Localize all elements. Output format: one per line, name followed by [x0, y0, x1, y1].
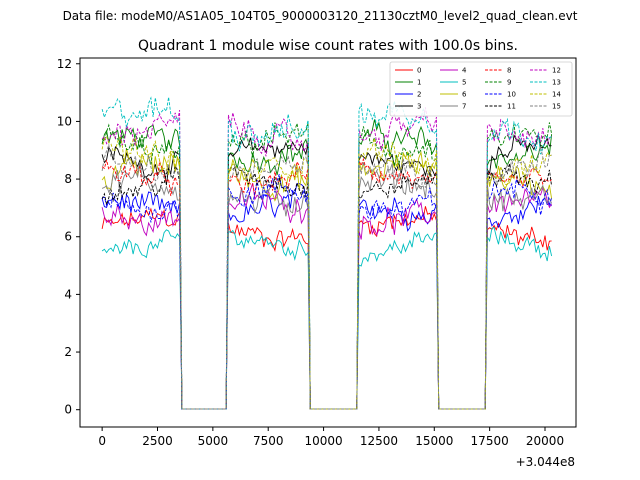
legend-label-14: 14 [552, 91, 561, 99]
legend-box [389, 61, 573, 117]
chart-title: Quadrant 1 module wise count rates with … [138, 38, 518, 54]
legend-label-10: 10 [507, 91, 516, 99]
legend-label-7: 7 [462, 103, 466, 111]
legend-label-0: 0 [417, 67, 421, 75]
y-tick-label: 0 [64, 403, 72, 417]
y-tick-label: 10 [57, 114, 72, 128]
y-tick-label: 4 [64, 287, 72, 301]
legend-label-11: 11 [507, 103, 516, 111]
legend-label-3: 3 [417, 103, 421, 111]
legend-label-13: 13 [552, 79, 561, 87]
legend-label-2: 2 [417, 91, 421, 99]
y-tick-label: 2 [64, 345, 72, 359]
plot-area [101, 96, 553, 410]
x-tick-label: 17500 [471, 434, 509, 448]
x-tick-label: 0 [98, 434, 106, 448]
legend-label-6: 6 [462, 91, 467, 99]
x-tick-label: 5000 [198, 434, 229, 448]
y-tick-label: 12 [57, 57, 72, 71]
axes-frame [79, 57, 577, 428]
legend-label-15: 15 [552, 103, 561, 111]
series-line-15 [101, 143, 552, 410]
y-tick-label: 6 [64, 230, 72, 244]
figure-suptitle: Data file: modeM0/AS1A05_104T05_90000031… [63, 9, 578, 23]
legend-label-12: 12 [552, 67, 561, 75]
y-tick-label: 8 [64, 172, 72, 186]
legend-label-1: 1 [417, 79, 421, 87]
legend-label-4: 4 [462, 67, 467, 75]
x-tick-label: 7500 [253, 434, 284, 448]
legend-label-9: 9 [507, 79, 511, 87]
x-tick-label: 10000 [304, 434, 342, 448]
axes: 0 2500 5000 7500 10000 12500 15000 17500 20000 0 2… [57, 57, 577, 448]
legend-label-8: 8 [507, 67, 511, 75]
x-tick-label: 20000 [526, 434, 564, 448]
x-tick-label: 15000 [415, 434, 453, 448]
series-line-14 [101, 136, 552, 410]
series-line-12 [101, 107, 552, 410]
legend-label-5: 5 [462, 79, 466, 87]
x-tick-label: 2500 [142, 434, 173, 448]
x-tick-label: 12500 [360, 434, 398, 448]
x-offset-label: +3.044e8 [516, 455, 575, 469]
